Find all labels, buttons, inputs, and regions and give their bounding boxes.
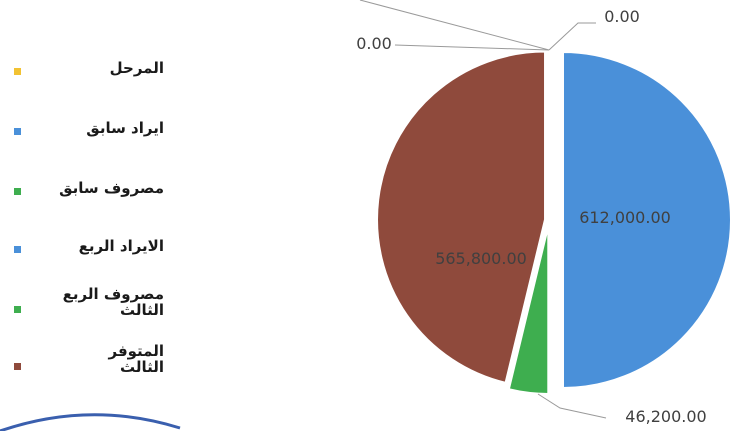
- leader-line-2: [359, 0, 550, 51]
- legend-label-carried: المرحل: [109, 59, 164, 77]
- data-label-5: 565,800.00: [435, 249, 527, 268]
- pie-slice-5: [376, 50, 547, 385]
- data-label-0: 0.00: [356, 34, 392, 53]
- legend-swatch-carried: [14, 68, 21, 75]
- pie-slice-3: [562, 50, 732, 390]
- legend-swatch-available: [14, 363, 21, 370]
- pie-slice-4: [507, 225, 550, 395]
- legend-swatch-previous-revenue: [14, 128, 21, 135]
- legend-item-previous-revenue: ايراد سابق: [14, 120, 164, 164]
- legend-item-quarter-revenue: الايراد الربع: [14, 238, 164, 282]
- leader-line-4: [537, 393, 607, 419]
- leader-line-0: [394, 44, 550, 51]
- data-label-1: 0.00: [604, 7, 640, 26]
- legend-swatch-previous-expense: [14, 188, 21, 195]
- legend-item-previous-expense: مصروف سابق: [14, 180, 164, 224]
- legend-label-available: المتوفر الثالث: [108, 342, 164, 376]
- decorative-arc: [0, 413, 181, 431]
- leader-line-1: [548, 22, 596, 51]
- legend-swatch-quarter-revenue: [14, 246, 21, 253]
- legend-label-previous-revenue: ايراد سابق: [86, 119, 164, 137]
- data-label-4: 46,200.00: [625, 407, 706, 426]
- legend-item-carried: المرحل: [14, 60, 164, 104]
- legend-item-available: المتوفر الثالث: [14, 343, 164, 387]
- data-label-3: 612,000.00: [579, 208, 671, 227]
- legend-label-previous-expense: مصروف سابق: [59, 179, 164, 197]
- legend-swatch-third-quarter-expense: [14, 306, 21, 313]
- legend-label-quarter-revenue: الايراد الربع: [78, 237, 164, 255]
- legend-label-third-quarter-expense: مصروف الربع الثالث: [62, 285, 164, 319]
- legend-item-third-quarter-expense: مصروف الربع الثالث: [14, 286, 164, 330]
